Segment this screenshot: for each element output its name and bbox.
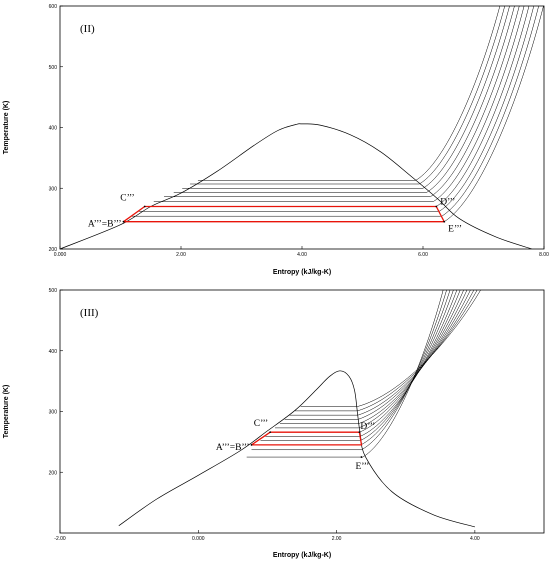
y-tick-label: 600: [49, 4, 58, 10]
y-tick-label: 200: [49, 247, 58, 253]
isobar-superheated: [358, 290, 468, 424]
state-point-label: D’’’: [440, 197, 455, 207]
y-tick-label: 500: [49, 288, 58, 294]
isobar-superheated: [441, 6, 539, 217]
isobar-superheated: [422, 6, 510, 189]
chart-panel-1: 0.000 2.00 4.00 6.00 8.00 200 300 400 500 600 Entr…: [3, 4, 549, 276]
isobar-superheated: [426, 6, 515, 193]
plot-area: [118, 290, 481, 528]
cycle-path: [251, 431, 363, 446]
x-tick-label: 8.00: [539, 252, 549, 258]
x-tick-label: -2.00: [54, 536, 66, 542]
isobar-superheated: [357, 290, 481, 407]
state-point-label: A’’’=B’’’: [216, 443, 250, 453]
isobar-superheated: [357, 290, 471, 420]
state-point-marker: [122, 220, 125, 223]
isobar-superheated: [357, 290, 475, 416]
isobar-superheated: [358, 290, 464, 429]
cycle-path: [123, 205, 446, 223]
x-axis-title: Entropy (kJ/kg-K): [273, 269, 331, 276]
isobar-superheated: [439, 6, 535, 212]
y-tick-label: 300: [49, 410, 58, 416]
x-tick-label: 2.00: [332, 536, 342, 542]
state-point-marker: [250, 444, 253, 446]
x-tick-label: 4.00: [470, 536, 480, 542]
state-point-label: E’’’: [448, 225, 462, 235]
chart-panel-2: -2.00 0.000 2.00 4.00 200 300 400 500 Entropy (k…: [3, 288, 545, 559]
x-tick-label: 4.00: [297, 252, 307, 258]
x-tick-label: 2.00: [176, 252, 186, 258]
panel-label: (III): [80, 307, 99, 319]
state-point-marker: [358, 431, 361, 434]
state-point-marker: [143, 205, 146, 208]
x-tick-label: 6.00: [418, 252, 428, 258]
x-tick-label: 0.000: [54, 252, 67, 258]
isobar-superheated: [357, 290, 478, 412]
state-point-label: E’’’: [355, 462, 369, 472]
saturation-dome: [60, 123, 533, 249]
state-point-marker: [360, 456, 363, 458]
isobar-superheated: [444, 6, 544, 222]
state-point-marker: [269, 431, 272, 434]
isobar-superheated: [430, 6, 520, 198]
x-axis-title: Entropy (kJ/kg-K): [273, 552, 331, 559]
state-point-marker: [435, 205, 438, 208]
y-axis-title: Temperature (K): [3, 101, 10, 155]
isobar-superheated: [433, 6, 525, 202]
y-tick-label: 300: [49, 186, 58, 192]
y-axis-title: Temperature (K): [3, 385, 10, 439]
isobar-superheated: [360, 290, 458, 437]
plot-area: [60, 6, 544, 249]
isobar-superheated: [419, 6, 506, 185]
isobar-superheated: [415, 6, 501, 181]
x-tick-label: 0.000: [192, 536, 205, 542]
y-tick-label: 400: [49, 126, 58, 132]
y-tick-label: 500: [49, 65, 58, 71]
state-point-label: D’’’: [360, 422, 375, 432]
state-point-marker: [443, 220, 446, 223]
isobar-superheated: [362, 290, 444, 458]
y-tick-label: 400: [49, 349, 58, 355]
state-point-label: C’’’: [120, 193, 134, 203]
plot-frame: [59, 5, 545, 250]
state-point-label: A’’’=B’’’: [88, 220, 122, 230]
panel-label: (II): [80, 23, 95, 35]
state-point-label: C’’’: [254, 419, 268, 429]
plot-frame: [59, 289, 545, 534]
isobar-superheated: [359, 290, 461, 433]
saturation-dome: [118, 370, 475, 528]
y-tick-label: 200: [49, 470, 58, 476]
isobar-superheated: [436, 6, 530, 207]
